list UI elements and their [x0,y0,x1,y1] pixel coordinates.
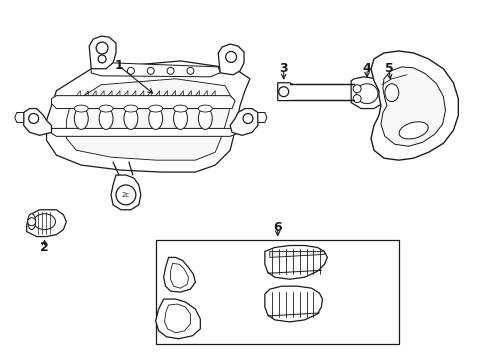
Circle shape [116,185,136,205]
Polygon shape [91,63,220,77]
Circle shape [98,55,106,63]
Ellipse shape [148,108,163,129]
Circle shape [28,218,36,226]
Ellipse shape [355,84,377,104]
Circle shape [352,85,360,93]
Polygon shape [51,96,235,109]
Ellipse shape [398,122,427,139]
Polygon shape [230,109,257,135]
Polygon shape [155,299,200,339]
Ellipse shape [384,84,398,102]
Ellipse shape [123,105,138,112]
Circle shape [127,67,134,74]
Ellipse shape [74,105,88,112]
Polygon shape [257,113,266,122]
Polygon shape [370,51,457,160]
Polygon shape [218,44,244,75]
Polygon shape [170,264,188,288]
Text: 4: 4 [362,62,371,75]
Circle shape [225,51,236,62]
Ellipse shape [173,108,187,129]
Ellipse shape [173,105,187,112]
Circle shape [96,42,108,54]
Polygon shape [15,113,24,122]
Circle shape [186,67,194,74]
Circle shape [147,67,154,74]
Text: 1: 1 [114,59,123,72]
Polygon shape [264,246,326,279]
Ellipse shape [148,105,163,112]
Ellipse shape [123,108,138,129]
Polygon shape [350,77,386,109]
Circle shape [167,67,174,74]
Ellipse shape [34,214,55,230]
Polygon shape [46,61,249,172]
Polygon shape [24,109,51,135]
Ellipse shape [28,214,36,230]
Circle shape [29,113,39,123]
Polygon shape [269,251,324,257]
Polygon shape [164,304,190,333]
Polygon shape [264,286,322,322]
Text: 6: 6 [273,221,282,234]
Bar [155,239,398,344]
Text: 5: 5 [384,62,392,75]
Polygon shape [163,257,195,292]
Circle shape [278,87,288,96]
Text: 2: 2 [40,241,49,254]
Circle shape [243,113,252,123]
Polygon shape [289,84,353,100]
Ellipse shape [99,108,113,129]
Polygon shape [89,36,116,69]
Polygon shape [51,125,240,136]
Polygon shape [277,83,294,100]
Polygon shape [380,67,445,146]
Ellipse shape [99,105,113,112]
Text: 3: 3 [279,62,287,75]
Polygon shape [111,175,141,210]
Ellipse shape [198,108,212,129]
Ellipse shape [74,108,88,129]
Ellipse shape [198,105,212,112]
Text: 2c: 2c [122,192,130,198]
Polygon shape [66,79,232,160]
Polygon shape [27,210,66,237]
Circle shape [352,95,360,103]
